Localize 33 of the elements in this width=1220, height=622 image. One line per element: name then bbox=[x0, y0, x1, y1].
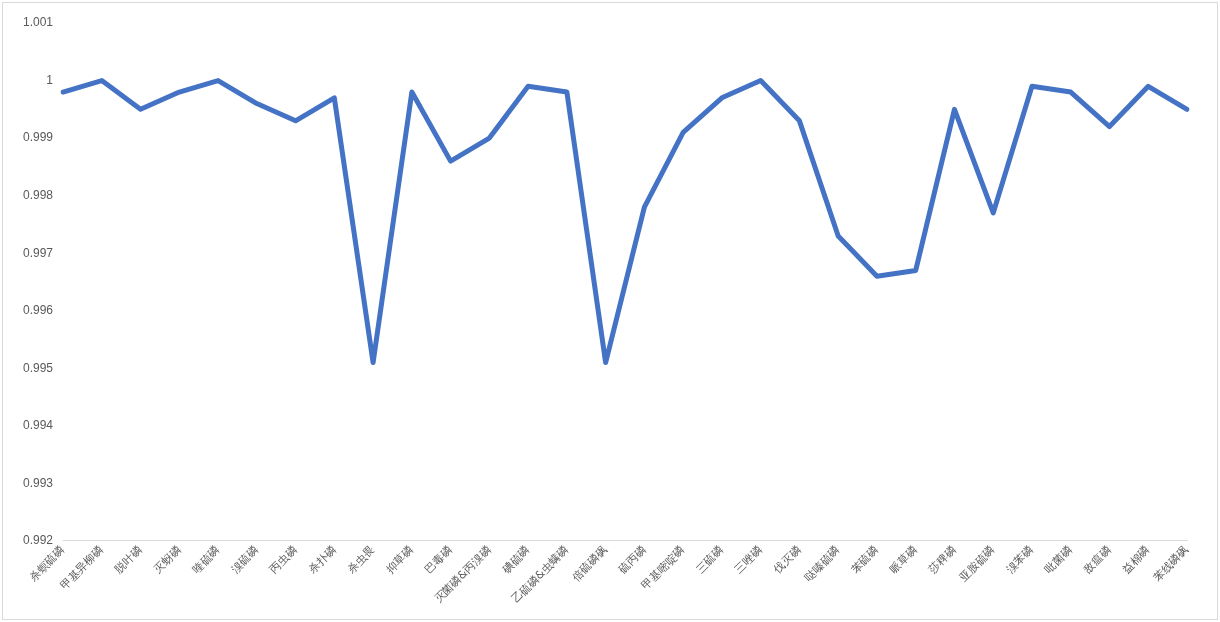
x-tick-label: 脱叶磷 bbox=[112, 543, 145, 577]
y-tick-label: 0.995 bbox=[23, 360, 54, 375]
y-tick-label: 0.997 bbox=[23, 245, 54, 260]
x-tick-label: 哒嗪硫磷 bbox=[802, 543, 843, 584]
x-tick-label: 敌瘟磷 bbox=[1081, 543, 1114, 577]
y-tick-label: 0.998 bbox=[23, 187, 54, 202]
x-tick-label: 灭蚜磷 bbox=[150, 543, 184, 577]
x-tick-label: 溴硫磷 bbox=[228, 543, 261, 577]
y-tick-label: 1.001 bbox=[23, 15, 54, 30]
x-tick-label: 苯线磷砜 bbox=[1150, 543, 1192, 584]
x-tick-label: 丙虫磷 bbox=[267, 543, 300, 577]
x-tick-label: 溴苯磷 bbox=[1003, 543, 1037, 577]
x-tick-label: 莎稗磷 bbox=[926, 543, 959, 577]
x-tick-label: 亚胺硫磷 bbox=[957, 543, 998, 584]
x-tick-label: 伐灭磷 bbox=[771, 543, 804, 577]
x-tick-label: 倍硫磷砜 bbox=[569, 543, 610, 584]
x-tick-label: 喹硫磷 bbox=[189, 543, 223, 577]
y-tick-label: 0.992 bbox=[23, 533, 54, 548]
x-tick-label: 三唑磷 bbox=[732, 543, 765, 577]
x-tick-label: 三硫磷 bbox=[693, 543, 727, 577]
x-tick-label: 抑草磷 bbox=[383, 543, 416, 577]
x-tick-label: 杀扑磷 bbox=[305, 543, 339, 577]
y-tick-label: 1 bbox=[46, 72, 54, 87]
y-tick-label: 0.996 bbox=[23, 303, 54, 318]
y-tick-label: 0.993 bbox=[23, 475, 54, 490]
y-tick-label: 0.994 bbox=[23, 418, 54, 433]
x-tick-label: 益棉磷 bbox=[1119, 543, 1153, 577]
x-tick-label: 吡菌磷 bbox=[1042, 543, 1075, 577]
y-tick-label: 0.999 bbox=[23, 130, 54, 145]
x-tick-label: 杀虫畏 bbox=[344, 543, 378, 577]
x-tick-label: 硫丙磷 bbox=[616, 543, 649, 577]
x-tick-label: 苯硫磷 bbox=[848, 543, 882, 577]
x-tick-label: 哌草磷 bbox=[887, 543, 920, 577]
